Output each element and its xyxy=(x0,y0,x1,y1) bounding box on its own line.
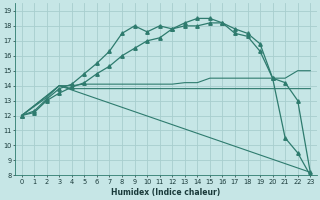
X-axis label: Humidex (Indice chaleur): Humidex (Indice chaleur) xyxy=(111,188,220,197)
